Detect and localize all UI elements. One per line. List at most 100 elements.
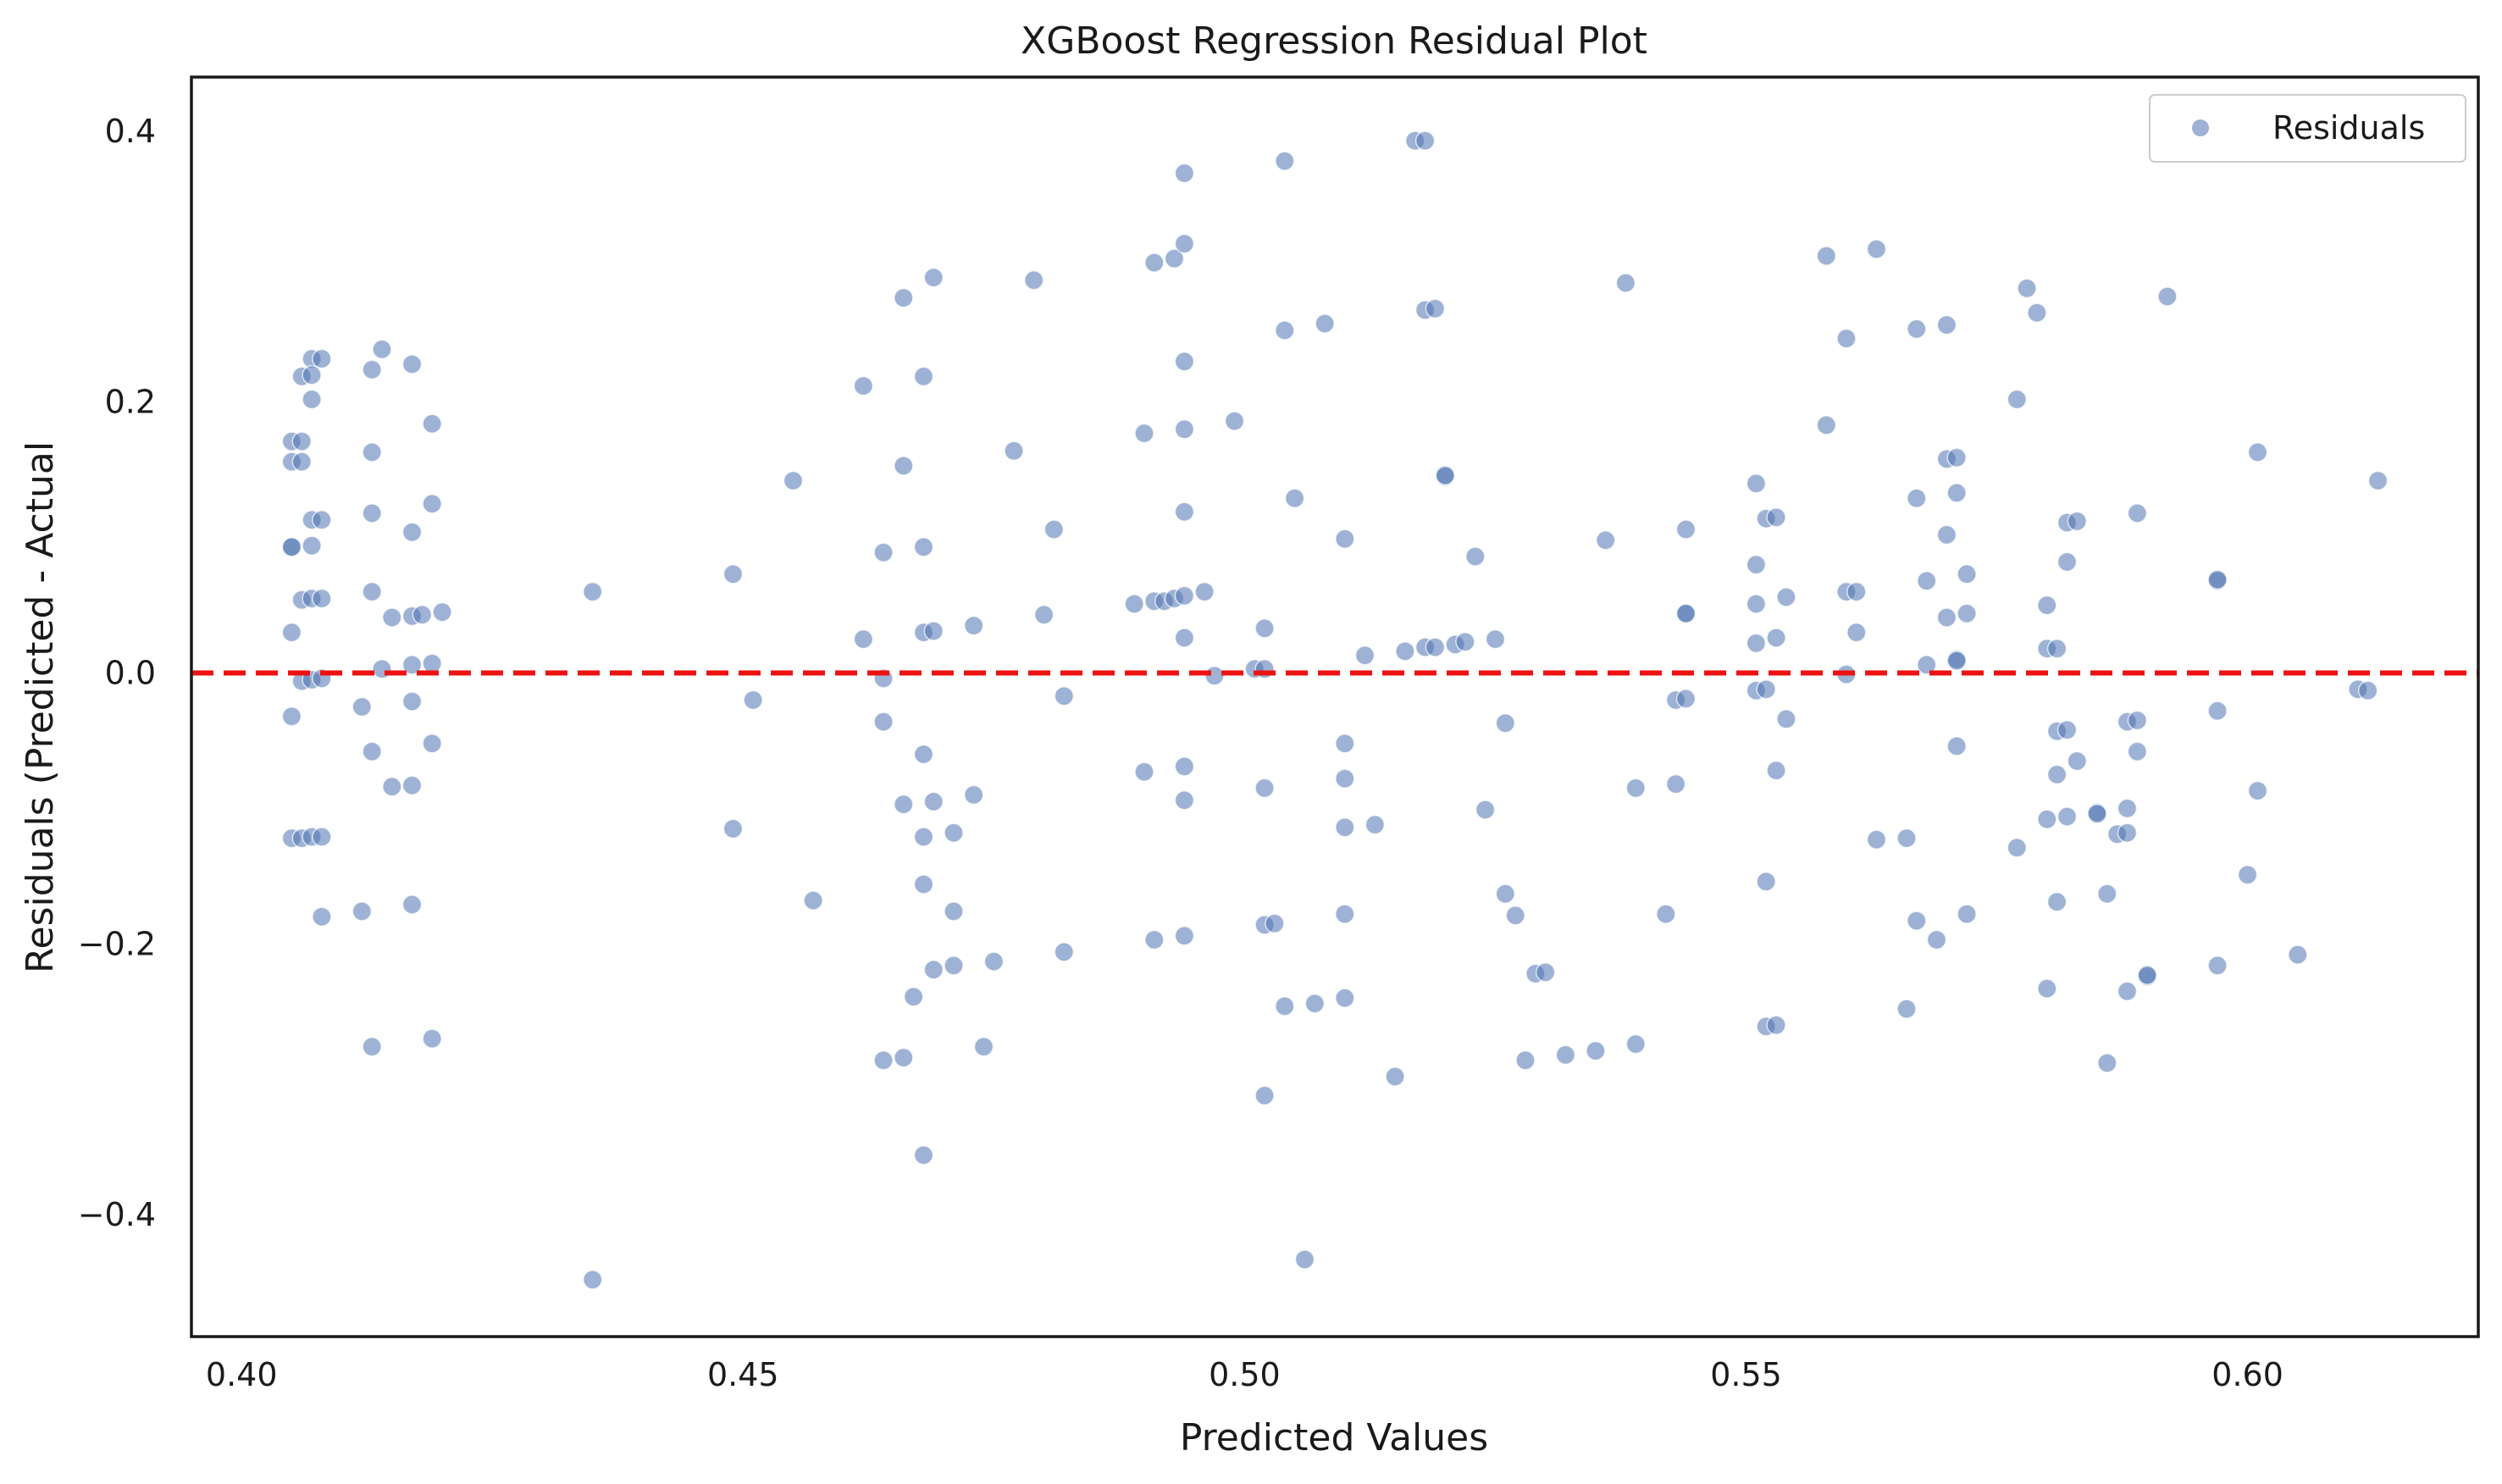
residual-point: [1425, 298, 1446, 319]
residual-point: [1615, 273, 1636, 293]
residual-point: [1907, 911, 1927, 931]
residual-point: [2007, 838, 2028, 858]
residual-point: [894, 287, 914, 308]
residual-point: [1174, 925, 1195, 946]
residual-point: [362, 581, 382, 602]
residual-point: [1124, 594, 1144, 614]
residual-point: [923, 959, 944, 980]
residual-point: [1846, 622, 1867, 643]
residual-point: [1675, 689, 1697, 709]
residual-point: [1033, 605, 1054, 625]
residual-point: [2117, 981, 2138, 1002]
residual-point: [401, 655, 423, 675]
residual-point: [1425, 637, 1446, 657]
residual-point: [894, 794, 914, 815]
x-tick-label: 0.50: [1209, 1356, 1281, 1393]
residual-point: [362, 741, 382, 762]
residual-point: [873, 542, 894, 562]
residual-point: [1816, 415, 1837, 435]
residual-point: [1414, 130, 1436, 151]
residual-point: [1455, 632, 1475, 652]
residual-point: [422, 653, 442, 674]
residual-point: [1916, 655, 1937, 675]
residual-point: [372, 339, 392, 360]
residual-point: [422, 413, 442, 435]
residual-point: [743, 689, 763, 711]
residual-point: [1625, 778, 1647, 799]
residual-point: [312, 348, 332, 369]
residual-point: [1335, 768, 1355, 789]
residual-point: [1595, 530, 1616, 551]
residual-point: [1656, 904, 1676, 924]
residual-point: [302, 365, 322, 385]
residual-point: [944, 955, 964, 976]
residual-point: [1495, 883, 1516, 904]
residual-point: [1776, 587, 1796, 607]
residual-point: [2288, 944, 2308, 965]
residual-point: [944, 822, 964, 843]
x-tick-label: 0.45: [707, 1356, 779, 1393]
residual-point: [853, 628, 874, 650]
x-tick-label: 0.55: [1710, 1356, 1782, 1393]
residual-point: [1776, 709, 1796, 729]
residual-point: [894, 456, 914, 476]
residual-point: [1475, 800, 1496, 820]
residual-point: [1946, 447, 1967, 468]
residual-point: [923, 621, 944, 641]
residual-point: [281, 537, 302, 557]
residual-point: [1435, 465, 1456, 485]
residual-point: [913, 366, 934, 387]
y-axis-ticks: −0.4 −0.2 0.0 0.2 0.4: [78, 113, 156, 1233]
residual-point: [1675, 519, 1697, 540]
y-tick-label: −0.4: [78, 1196, 156, 1233]
residual-point: [803, 890, 823, 911]
residual-point: [2357, 680, 2378, 701]
residual-point: [362, 442, 382, 462]
residual-point: [923, 791, 944, 812]
residual-point: [1836, 328, 1857, 349]
residual-point: [422, 1028, 442, 1049]
residual-point: [2367, 470, 2389, 491]
residual-point: [1675, 603, 1697, 623]
residual-point: [401, 354, 423, 374]
residual-point: [1254, 778, 1275, 799]
residual-point: [1946, 736, 1967, 756]
residual-point: [1495, 712, 1516, 734]
residual-point: [1746, 594, 1767, 614]
residual-point: [1335, 817, 1355, 838]
residual-point: [2027, 302, 2047, 323]
residual-point: [1505, 905, 1525, 926]
residual-point: [401, 522, 423, 542]
residual-point: [1916, 571, 1937, 591]
residual-point: [582, 581, 603, 602]
residual-point: [1866, 829, 1887, 850]
residual-point: [422, 493, 442, 514]
residual-point: [1174, 501, 1195, 523]
residual-point: [722, 564, 744, 584]
residual-point: [2097, 883, 2117, 904]
residual-point: [1315, 313, 1335, 334]
residual-point: [1354, 645, 1376, 666]
residual-point: [2117, 798, 2138, 819]
residual-point: [1224, 411, 1245, 431]
residual-point: [1816, 246, 1837, 266]
residual-point: [1164, 248, 1185, 269]
residual-point: [1756, 872, 1776, 892]
residual-point: [2046, 764, 2067, 785]
residual-point: [1535, 962, 1556, 983]
residual-point: [903, 986, 924, 1007]
residual-point: [1766, 507, 1786, 528]
residual-point: [963, 615, 984, 636]
residual-point: [412, 605, 433, 625]
residual-point: [1335, 529, 1355, 549]
residual-point: [1896, 999, 1917, 1019]
residual-point: [382, 777, 402, 797]
residual-point: [312, 588, 332, 609]
residual-point: [1174, 756, 1195, 777]
residual-point: [312, 906, 332, 928]
residual-point: [382, 607, 402, 628]
residual-point: [2007, 389, 2028, 410]
residual-point: [2097, 1053, 2117, 1073]
residual-point: [1957, 904, 1977, 924]
